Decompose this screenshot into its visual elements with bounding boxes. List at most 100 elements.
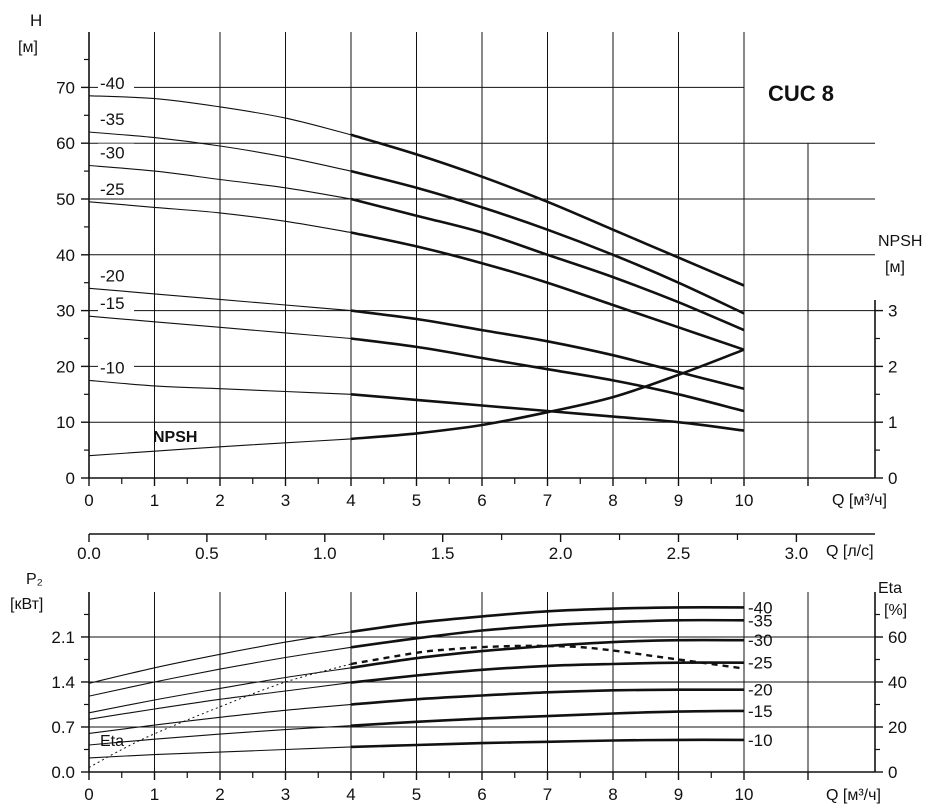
curve-label-bg	[98, 110, 134, 129]
eta-tick-label: 0	[888, 763, 897, 782]
power-curve-15-thin	[88, 725, 352, 746]
flow-tick-label: 5	[412, 491, 421, 510]
flow-tick-label: 9	[674, 491, 683, 510]
head-axis-label: H	[30, 11, 42, 30]
power-axis-unit: [кВт]	[10, 596, 43, 613]
npsh-curve-thin	[88, 438, 352, 457]
power-curve-35-thick	[350, 618, 745, 649]
flow-tick-label: 1	[150, 785, 159, 804]
power-curve-10-thick	[350, 738, 745, 749]
flow-tick-label: 8	[608, 491, 617, 510]
eta-axis-label: Eta	[878, 580, 902, 597]
eta-curve-label: Eta	[100, 733, 124, 750]
head-curve-35-thick	[350, 169, 745, 315]
flow-lps-axis: 0.0 0.5 1.0 1.5 2.0 2.5 3.0 Q [л/с]	[77, 533, 875, 563]
head-tick-label: 10	[56, 413, 75, 432]
head-tick-label: 30	[56, 302, 75, 321]
head-curve-15-thick	[350, 337, 745, 413]
curve-label-bg	[98, 143, 134, 162]
power-curve-labels: -40-35-30 -25 -20 -15 -10	[748, 598, 773, 749]
head-curves	[88, 95, 745, 457]
eta-tick-label: 40	[888, 673, 907, 692]
curve-label-bg	[98, 179, 134, 198]
flow-lps-ticks: 0.0 0.5 1.0 1.5 2.0 2.5 3.0	[77, 534, 808, 563]
power-curve-10-thin	[88, 746, 352, 759]
eta-axis-unit: [%]	[884, 602, 907, 619]
head-curve-label: -30	[100, 144, 125, 163]
head-tick-label: 20	[56, 357, 75, 376]
flow-axis-label-top: Q [м³/ч]	[832, 492, 887, 509]
head-curve-30-thin	[88, 164, 352, 200]
head-tick-label: 40	[56, 246, 75, 265]
flow-tick-label: 2	[215, 491, 224, 510]
flow-tick-label: 2	[215, 785, 224, 804]
power-curve-20-thick	[350, 688, 745, 706]
power-chart-panel: 0.0 0.7 1.4 2.1 0 1 2 3 4 5 6 7 8 9 10 0 20 40 60 P₂ [кВт]…	[10, 571, 907, 804]
flow-tick-label: 3	[281, 785, 290, 804]
flow-lps-tick-label: 1.5	[431, 544, 455, 563]
head-curve-label: -35	[100, 110, 125, 129]
power-curve-30-thick	[350, 638, 745, 670]
power-axis-label: P₂	[26, 571, 43, 588]
power-curve-label: -30	[748, 631, 773, 650]
power-curve-40-thick	[350, 606, 745, 634]
power-tick-label: 0.0	[51, 763, 75, 782]
eta-curve-thick	[350, 644, 745, 670]
npsh-tick-label: 1	[888, 413, 897, 432]
power-curve-25-thin	[88, 682, 352, 720]
npsh-curve-label: NPSH	[153, 429, 197, 446]
eta-tick-label: 60	[888, 628, 907, 647]
head-chart-panel: 0 10 20 30 40 50 60 70 0 1 2 3 4 5 6 7 8 9 10 0 1 2 3 H [м] NP…	[18, 11, 922, 510]
flow-tick-label: 4	[346, 491, 355, 510]
power-curve-20-thin	[88, 703, 352, 734]
npsh-curve-thick	[350, 348, 745, 441]
head-chart-ticks: 0 10 20 30 40 50 60 70 0 1 2 3 4 5 6 7 8 9 10 0 1 2 3	[56, 58, 897, 510]
power-curves	[88, 606, 745, 768]
head-tick-label: 0	[66, 469, 75, 488]
npsh-tick-label: 2	[888, 357, 897, 376]
chart-title: CUC 8	[768, 81, 834, 106]
head-tick-label: 60	[56, 134, 75, 153]
head-curve-25-thin	[88, 201, 352, 234]
power-curve-35-thin	[88, 646, 352, 697]
head-curve-label: -40	[100, 74, 125, 93]
head-tick-label: 70	[56, 78, 75, 97]
head-curve-label: -25	[100, 180, 125, 199]
head-curve-20-thin	[88, 287, 352, 312]
flow-tick-label: 7	[543, 491, 552, 510]
flow-tick-label: 9	[674, 785, 683, 804]
npsh-axis-unit: [м]	[885, 259, 905, 276]
flow-tick-label: 10	[735, 785, 754, 804]
head-curve-40-thick	[350, 133, 745, 287]
flow-tick-label: 10	[735, 491, 754, 510]
npsh-axis-label: NPSH	[878, 233, 922, 250]
power-curve-label: -20	[748, 681, 773, 700]
power-curve-30-thin	[88, 667, 352, 714]
flow-tick-label: 0	[84, 785, 93, 804]
power-tick-label: 0.7	[51, 718, 75, 737]
flow-lps-axis-label: Q [л/с]	[826, 543, 874, 560]
flow-tick-label: 5	[412, 785, 421, 804]
curve-label-bg	[98, 73, 134, 92]
head-curve-labels: -40 -35 -30 -25 -20 -15 -10	[98, 73, 134, 377]
eta-curve-thin	[88, 663, 352, 768]
head-curve-25-thick	[350, 231, 745, 351]
flow-lps-tick-label: 2.5	[667, 544, 691, 563]
head-axis-unit: [м]	[18, 39, 38, 56]
power-curve-25-thick	[350, 661, 745, 684]
flow-tick-label: 0	[84, 491, 93, 510]
head-curve-15-thin	[88, 315, 352, 340]
flow-tick-label: 7	[543, 785, 552, 804]
flow-lps-tick-label: 2.0	[549, 544, 573, 563]
power-curve-40-thin	[88, 631, 352, 684]
power-curve-label: -40	[748, 598, 773, 617]
head-chart-grid	[89, 32, 875, 478]
power-chart-ticks: 0.0 0.7 1.4 2.1 0 1 2 3 4 5 6 7 8 9 10 0 20 40 60	[51, 613, 907, 804]
curve-label-bg	[98, 294, 134, 313]
flow-lps-tick-label: 1.0	[313, 544, 337, 563]
eta-tick-label: 20	[888, 718, 907, 737]
model-label-background	[755, 68, 867, 116]
flow-lps-tick-label: 0.5	[195, 544, 219, 563]
head-curve-35-thin	[88, 131, 352, 172]
